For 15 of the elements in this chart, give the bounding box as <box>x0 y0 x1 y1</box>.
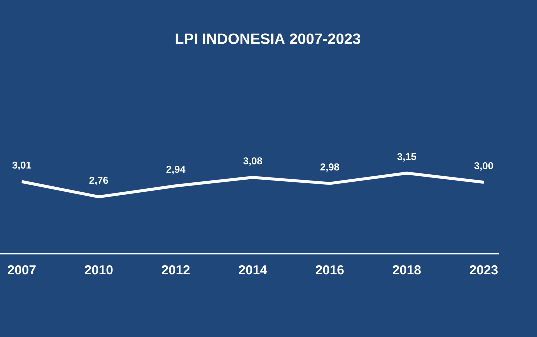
x-tick-label: 2023 <box>470 266 498 275</box>
data-label: 3,08 <box>244 158 262 166</box>
x-tick-label: 2018 <box>393 266 422 275</box>
data-label: 3,01 <box>12 162 32 170</box>
x-tick-label: 2012 <box>162 266 190 275</box>
x-tick-label: 2007 <box>8 266 36 275</box>
x-tick-label: 2010 <box>85 266 113 275</box>
x-tick-label: 2014 <box>239 266 268 275</box>
data-label: 3,15 <box>398 153 416 162</box>
data-label: 3,00 <box>474 162 494 171</box>
x-tick-label: 2016 <box>316 266 344 275</box>
data-label: 2,76 <box>90 177 108 186</box>
data-label: 2,98 <box>320 164 340 172</box>
chart-title: LPI INDONESIA 2007-2023 <box>176 34 360 44</box>
data-label: 2,94 <box>166 166 186 175</box>
